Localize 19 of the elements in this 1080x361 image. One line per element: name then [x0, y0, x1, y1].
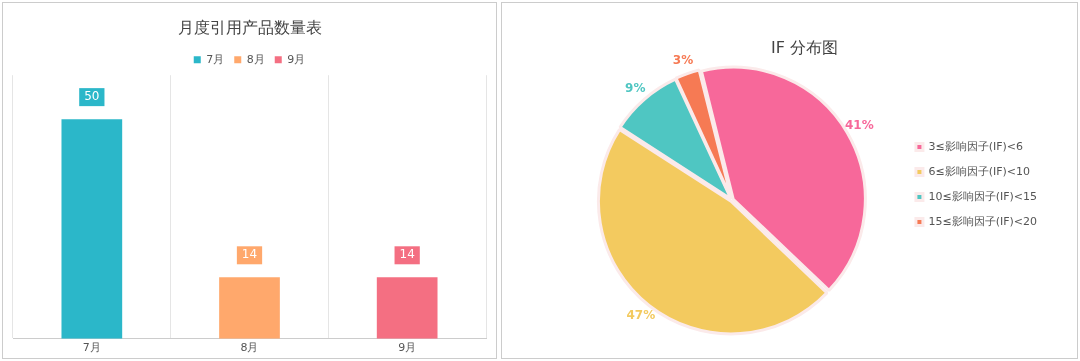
legend-label: 7月	[206, 52, 225, 66]
chart-title: IF 分布图	[770, 37, 839, 57]
x-tick-label: 7月	[82, 341, 101, 355]
legend-label: 15≤影响因子(IF)<20	[928, 214, 1038, 228]
legend-label: 10≤影响因子(IF)<15	[928, 189, 1038, 203]
x-tick-label: 9月	[398, 341, 417, 355]
legend-label: 8月	[246, 52, 265, 66]
legend-label: 3≤影响因子(IF)<6	[928, 139, 1024, 153]
x-tick-label: 8月	[240, 341, 259, 355]
data-label: 14	[241, 247, 258, 262]
data-label: 14	[399, 247, 415, 262]
legend-label: 6≤影响因子(IF)<10	[928, 164, 1031, 178]
legend-label: 9月	[287, 52, 306, 66]
data-label: 41%	[844, 118, 874, 133]
data-label: 50	[84, 89, 100, 104]
data-label: 3%	[672, 53, 694, 68]
data-label: 9%	[625, 80, 646, 95]
data-label: 47%	[626, 308, 656, 323]
chart-title: 月度引用产品数量表	[177, 17, 322, 37]
